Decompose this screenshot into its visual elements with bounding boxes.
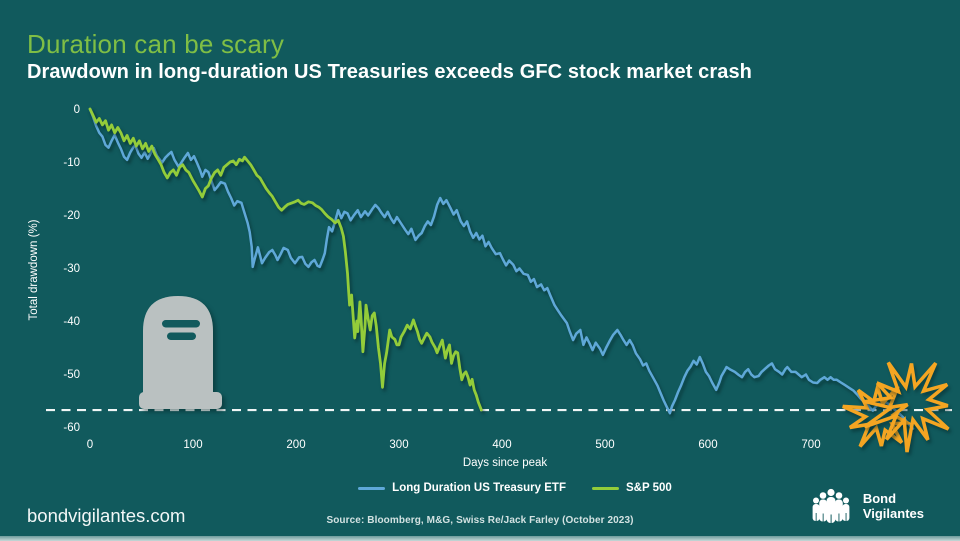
series-line-treasury	[88, 107, 915, 430]
sp500-legend-label: S&P 500	[625, 482, 672, 494]
y-tick-2: -20	[63, 210, 80, 222]
source-note: Source: Bloomberg, M&G, Swiss Re/Jack Fa…	[326, 515, 634, 526]
explosion-star-outline	[842, 380, 914, 448]
page-subtitle: Drawdown in long-duration US Treasuries …	[27, 61, 752, 83]
treasury-legend-label: Long Duration US Treasury ETF	[392, 482, 566, 494]
y-tick-6: -60	[63, 422, 80, 434]
brand-name: Bond Vigilantes	[863, 492, 924, 521]
x-tick-4: 400	[492, 439, 511, 451]
brand-name-line2: Vigilantes	[862, 506, 924, 521]
explosion-icon	[842, 361, 950, 453]
y-tick-4: -40	[63, 316, 80, 328]
series-line-sp500	[88, 107, 483, 412]
people-icon	[812, 488, 850, 524]
legend-item-treasury: Long Duration US Treasury ETF	[358, 482, 566, 494]
x-tick-2: 200	[286, 439, 305, 451]
drawdown-chart: 0 -10 -20 -30 -40 -50 -60 0 100 200 300 …	[28, 104, 952, 469]
y-tick-0: 0	[74, 104, 80, 116]
x-tick-7: 700	[801, 439, 820, 451]
bottom-edge-strip	[0, 536, 960, 541]
x-tick-5: 500	[595, 439, 614, 451]
page-title: Duration can be scary	[27, 29, 285, 59]
legend-item-sp500: S&P 500	[591, 482, 672, 494]
website-text: bondvigilantes.com	[27, 505, 186, 526]
y-tick-5: -50	[63, 369, 80, 381]
tombstone-icon	[139, 296, 222, 409]
y-axis-label: Total drawdown (%)	[28, 219, 40, 320]
treasury-line-swatch	[358, 486, 386, 490]
brand-logo: Bond Vigilantes	[808, 486, 924, 528]
y-tick-3: -30	[63, 263, 80, 275]
chart-legend: Long Duration US Treasury ETF S&P 500	[90, 482, 940, 494]
x-tick-0: 0	[87, 439, 93, 451]
x-tick-6: 600	[698, 439, 717, 451]
x-tick-1: 100	[183, 439, 202, 451]
sp500-line-swatch	[591, 486, 619, 490]
y-tick-1: -10	[63, 157, 80, 169]
x-tick-3: 300	[389, 439, 408, 451]
explosion-star-outline	[863, 361, 950, 453]
x-axis-label: Days since peak	[463, 457, 548, 469]
brand-name-line1: Bond	[862, 491, 897, 507]
